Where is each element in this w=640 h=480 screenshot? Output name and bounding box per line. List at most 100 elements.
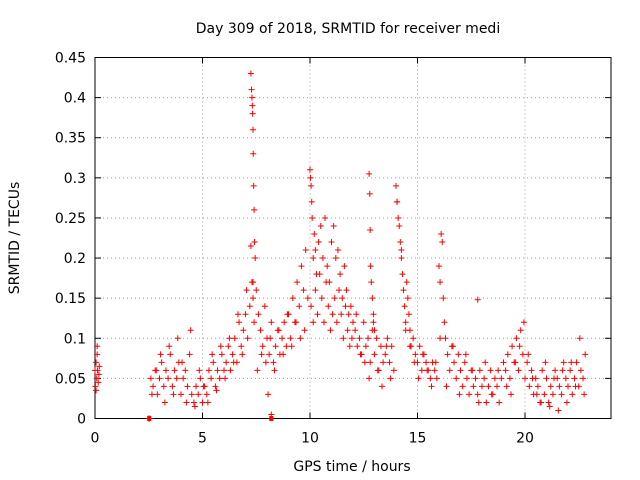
- data-point: [369, 295, 376, 302]
- data-point: [427, 375, 434, 382]
- data-point: [281, 319, 288, 326]
- data-point: [565, 383, 571, 390]
- data-point: [257, 327, 264, 334]
- data-point: [255, 311, 262, 318]
- data-point: [342, 303, 349, 310]
- data-point: [180, 375, 187, 382]
- y-tick-label: 0.35: [55, 131, 86, 147]
- data-point: [347, 303, 354, 310]
- data-point: [157, 351, 164, 358]
- data-point: [190, 399, 197, 406]
- data-point: [183, 399, 190, 406]
- data-point: [251, 206, 258, 213]
- data-point: [307, 174, 314, 181]
- data-point: [354, 343, 361, 350]
- data-point: [423, 359, 430, 366]
- data-point: [331, 295, 338, 302]
- data-point: [226, 335, 233, 342]
- data-point: [254, 367, 261, 374]
- data-point: [411, 359, 418, 366]
- data-point: [267, 335, 274, 342]
- data-point: [318, 295, 325, 302]
- data-point: [509, 343, 516, 350]
- data-point: [223, 359, 230, 366]
- data-point: [165, 375, 172, 382]
- data-point: [562, 375, 569, 382]
- data-point: [332, 255, 339, 262]
- data-point: [404, 295, 411, 302]
- data-point: [516, 343, 523, 350]
- data-point: [449, 343, 456, 350]
- data-point: [322, 214, 329, 221]
- data-point: [93, 375, 100, 382]
- data-point: [310, 319, 317, 326]
- data-point: [519, 351, 526, 358]
- data-point: [563, 399, 570, 406]
- data-point: [424, 367, 431, 374]
- data-point: [272, 343, 279, 350]
- data-point: [412, 351, 419, 358]
- data-point: [259, 343, 266, 350]
- data-point: [229, 351, 236, 358]
- data-point: [346, 343, 353, 350]
- data-point: [568, 359, 575, 366]
- data-point: [377, 343, 384, 350]
- data-point: [555, 407, 562, 414]
- data-point: [393, 182, 399, 189]
- data-point: [366, 170, 373, 177]
- data-point: [239, 351, 246, 358]
- data-point: [187, 327, 194, 334]
- data-point: [547, 383, 554, 390]
- data-point: [250, 295, 257, 302]
- data-point: [328, 239, 335, 246]
- data-point: [366, 375, 373, 382]
- data-point: [348, 335, 355, 342]
- data-point: [459, 383, 466, 390]
- data-point: [380, 359, 387, 366]
- data-point: [433, 375, 440, 382]
- data-point: [546, 403, 553, 410]
- data-point: [388, 343, 395, 350]
- data-points: [92, 70, 589, 422]
- data-point: [161, 399, 168, 406]
- data-point: [517, 327, 524, 334]
- data-point: [357, 351, 364, 358]
- data-point: [209, 351, 216, 358]
- data-point: [446, 367, 453, 374]
- data-point: [242, 311, 249, 318]
- data-point: [193, 383, 200, 390]
- data-point: [343, 287, 350, 294]
- data-point: [556, 383, 563, 390]
- data-point: [551, 375, 558, 382]
- data-point: [482, 359, 489, 366]
- data-point: [395, 214, 402, 221]
- data-point: [298, 263, 305, 270]
- data-point: [405, 311, 412, 318]
- data-point: [403, 279, 410, 286]
- data-point: [382, 351, 389, 358]
- data-point: [214, 367, 221, 374]
- data-point: [262, 359, 269, 366]
- data-point: [236, 319, 243, 326]
- data-point: [419, 351, 426, 358]
- data-point: [314, 311, 321, 318]
- data-point: [302, 247, 309, 254]
- outage-marker: [147, 416, 152, 421]
- data-point: [485, 383, 492, 390]
- data-point: [512, 359, 519, 366]
- data-point: [210, 359, 217, 366]
- data-point: [451, 359, 458, 366]
- data-point: [247, 70, 254, 77]
- data-point: [251, 319, 258, 326]
- data-point: [439, 239, 446, 246]
- data-point: [360, 319, 367, 326]
- data-point: [330, 222, 337, 229]
- data-point: [336, 287, 343, 294]
- data-point: [212, 383, 219, 390]
- data-point: [293, 319, 300, 326]
- data-point: [324, 263, 331, 270]
- data-point: [580, 375, 587, 382]
- data-point: [552, 367, 559, 374]
- data-point: [218, 351, 225, 358]
- data-point: [398, 247, 405, 254]
